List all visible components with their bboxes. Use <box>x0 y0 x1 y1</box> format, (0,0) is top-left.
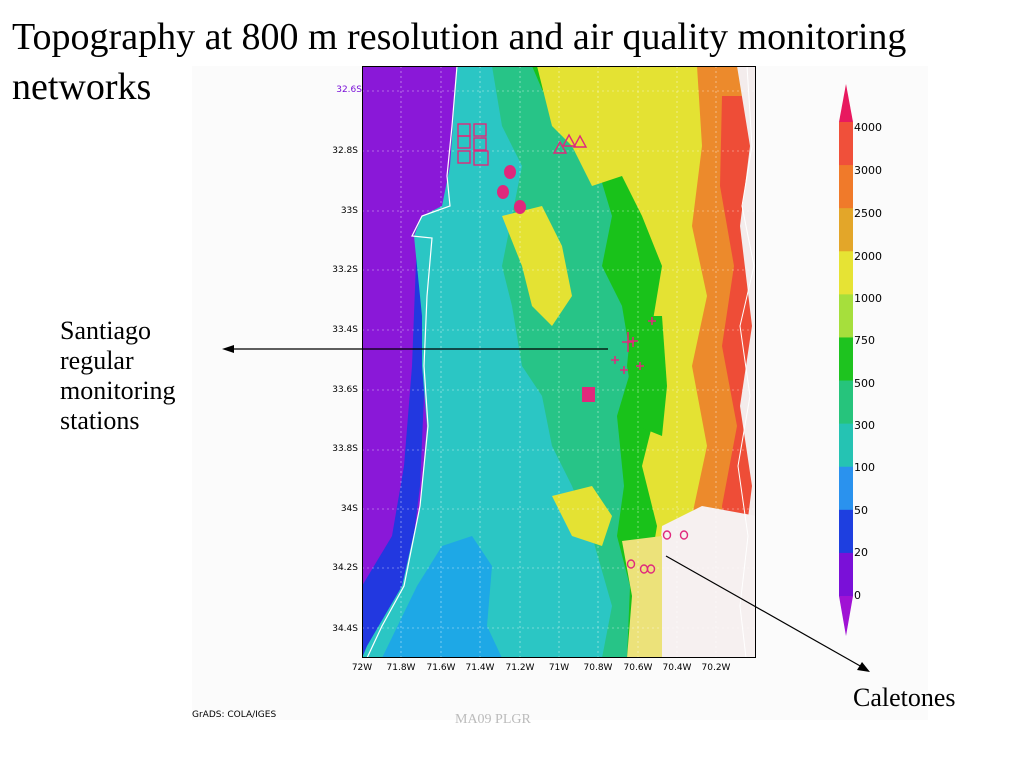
x-axis-label: 71.2W <box>505 663 535 673</box>
coastal-blue-band <box>362 236 432 658</box>
grid-lines <box>362 66 756 658</box>
yellow-hills-2 <box>552 486 612 546</box>
slide-title: Topography at 800 m resolution and air q… <box>12 16 907 108</box>
santiago-basin <box>627 316 667 436</box>
valley-blue <box>382 536 502 658</box>
colorbar-segment <box>839 208 853 252</box>
y-axis-label: 33S <box>340 206 358 216</box>
coastline <box>366 66 458 658</box>
marker-filled-square <box>582 387 595 402</box>
x-axis-label: 70.2W <box>701 663 731 673</box>
markers-dots <box>497 165 526 214</box>
x-axis-label: 70.4W <box>662 663 692 673</box>
santiago-annotation: Santiago regular monitoring stations <box>60 316 176 435</box>
grads-credit: GrADS: COLA/IGES <box>192 710 277 720</box>
terrain-south-slope <box>622 536 662 658</box>
colorbar-segment <box>839 337 853 382</box>
terrain-peaks <box>737 66 756 658</box>
colorbar-segment <box>839 380 853 425</box>
colorbar-label: 750 <box>854 334 875 347</box>
colorbar-segment <box>839 552 853 597</box>
colorbar-label: 2000 <box>854 250 882 263</box>
x-axis-label: 71.6W <box>426 663 456 673</box>
colorbar-segment <box>839 466 853 511</box>
colorbar-segment <box>839 251 853 295</box>
colorbar-segment <box>839 509 853 554</box>
terrain-high-south <box>652 506 756 658</box>
topography-map <box>362 66 756 658</box>
colorbar-segment <box>839 423 853 468</box>
y-axis-label: 33.2S <box>332 265 358 275</box>
y-axis-label: 33.4S <box>332 325 358 335</box>
x-axis-label: 70.6W <box>623 663 653 673</box>
y-axis-label: 33.6S <box>332 385 358 395</box>
x-axis-label: 71.8W <box>386 663 416 673</box>
colorbar-label: 4000 <box>854 121 882 134</box>
colorbar-label: 3000 <box>854 164 882 177</box>
caletones-annotation: Caletones <box>853 683 956 712</box>
colorbar-label: 100 <box>854 461 875 474</box>
colorbar-label: 0 <box>854 589 861 602</box>
colorbar-label: 50 <box>854 504 868 517</box>
y-axis-label: 34.4S <box>332 624 358 634</box>
markers-squares-north <box>457 123 489 166</box>
y-axis-label: 34S <box>340 504 358 514</box>
y-axis-label: 33.8S <box>332 444 358 454</box>
colorbar-label: 1000 <box>854 292 882 305</box>
colorbar-top-arrow <box>839 84 853 122</box>
markers-triangles <box>552 133 588 154</box>
colorbar-bottom-arrow <box>839 596 853 636</box>
markers-santiago-stations <box>611 317 656 374</box>
colorbar-label: 300 <box>854 419 875 432</box>
y-axis-label: 32.8S <box>332 146 358 156</box>
x-axis-label: 72W <box>351 663 373 673</box>
colorbar-segment <box>839 165 853 209</box>
colorbar-label: 500 <box>854 377 875 390</box>
map-frame <box>362 66 756 658</box>
y-axis-label: 34.2S <box>332 563 358 573</box>
x-axis-label: 71.4W <box>465 663 495 673</box>
x-axis-label: 70.8W <box>583 663 613 673</box>
colorbar-label: 2500 <box>854 207 882 220</box>
colorbar-segment <box>839 122 853 166</box>
colorbar-segment <box>839 294 853 338</box>
markers-caletones <box>626 530 689 574</box>
footer-text: MA09 PLGR <box>455 712 531 727</box>
elevation-colorbar <box>839 84 853 636</box>
yellow-hills-1 <box>502 206 572 326</box>
colorbar-label: 20 <box>854 546 868 559</box>
x-axis-label: 71W <box>548 663 570 673</box>
y-label-partial: 32.6S <box>336 85 362 95</box>
